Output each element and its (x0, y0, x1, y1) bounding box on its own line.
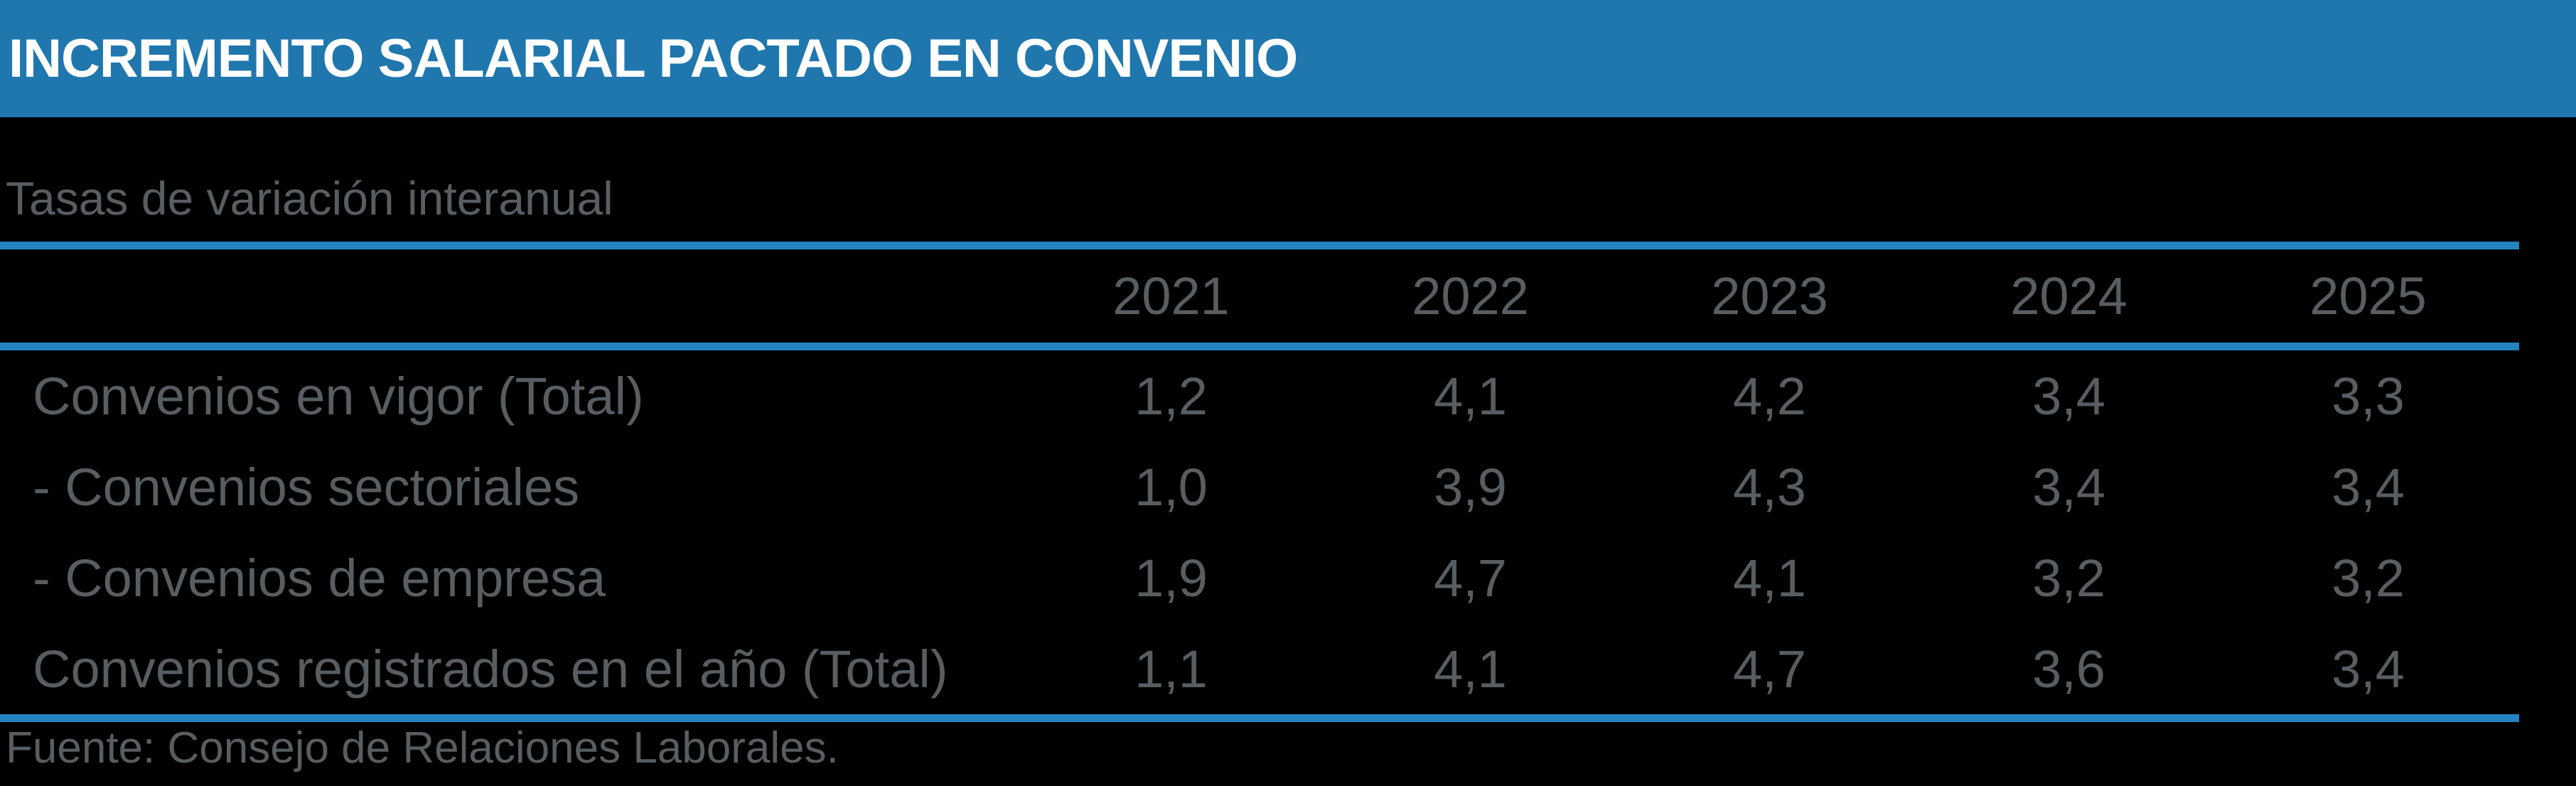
title-bar: INCREMENTO SALARIAL PACTADO EN CONVENIO (0, 0, 2576, 117)
value-cell: 4,7 (1434, 548, 1507, 608)
figure-subtitle: Tasas de variación interanual (6, 172, 613, 225)
table-row: Convenios en vigor (Total) 1,2 4,1 4,2 3,4 3,… (0, 350, 2519, 441)
value-cell: 4,1 (1434, 639, 1507, 699)
row-label: Convenios en vigor (Total) (33, 366, 644, 426)
value-cell: 3,2 (2032, 548, 2105, 608)
value-cell: 4,1 (1434, 366, 1507, 426)
year-header: 2025 (2309, 267, 2427, 325)
value-cell: 3,4 (2331, 457, 2405, 517)
table-row: - Convenios sectoriales 1,0 3,9 4,3 3,4 3,4 (0, 441, 2519, 532)
value-cell: 4,3 (1733, 457, 1806, 517)
figure-title: INCREMENTO SALARIAL PACTADO EN CONVENIO (9, 28, 1298, 89)
year-header: 2021 (1112, 267, 1230, 325)
value-cell: 4,7 (1733, 639, 1806, 699)
table-row: Convenios registrados en el año (Total) 1… (0, 623, 2519, 714)
year-header-row: 2021 2022 2023 2024 2025 (0, 249, 2519, 343)
table-row: - Convenios de empresa 1,9 4,7 4,1 3,2 3,2 (0, 532, 2519, 623)
row-label: - Convenios de empresa (33, 548, 606, 608)
bottom-rule (0, 714, 2519, 722)
header-rule (0, 343, 2519, 350)
value-cell: 3,4 (2331, 639, 2405, 699)
value-cell: 3,2 (2331, 548, 2405, 608)
row-label: Convenios registrados en el año (Total) (33, 639, 948, 699)
value-cell: 3,4 (2032, 457, 2105, 517)
value-cell: 4,2 (1733, 366, 1806, 426)
year-header: 2024 (2010, 267, 2127, 325)
value-cell: 3,3 (2331, 366, 2405, 426)
value-cell: 1,0 (1134, 457, 1208, 517)
value-cell: 1,9 (1134, 548, 1208, 608)
value-cell: 3,4 (2032, 366, 2105, 426)
value-cell: 1,2 (1134, 366, 1208, 426)
table-body: Convenios en vigor (Total) 1,2 4,1 4,2 3,4 3,… (0, 350, 2519, 714)
row-label: - Convenios sectoriales (33, 457, 580, 517)
value-cell: 3,9 (1434, 457, 1507, 517)
year-header: 2023 (1711, 267, 1828, 325)
top-rule (0, 242, 2519, 249)
value-cell: 3,6 (2032, 639, 2105, 699)
value-cell: 1,1 (1134, 639, 1208, 699)
value-cell: 4,1 (1733, 548, 1806, 608)
source-note: Fuente: Consejo de Relaciones Laborales. (6, 723, 839, 772)
year-header: 2022 (1412, 267, 1529, 325)
